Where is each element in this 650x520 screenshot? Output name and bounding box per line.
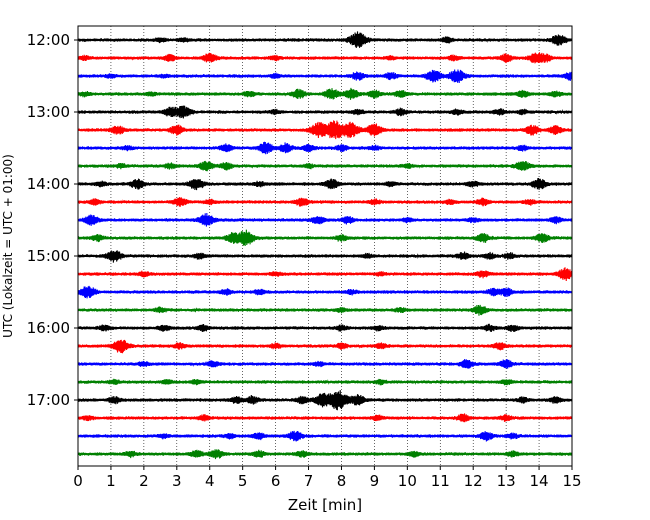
trace-line (77, 359, 573, 369)
x-tick-label: 7 (304, 472, 314, 490)
trace-line (77, 413, 573, 423)
y-axis-ticks: 12:00 13:00 14:00 15:00 16:00 17:00 (27, 31, 78, 409)
x-axis-label: Zeit [min] (288, 496, 362, 514)
x-tick-label: 8 (337, 472, 347, 490)
trace-line (77, 160, 573, 172)
trace-line (77, 250, 573, 263)
x-tick-label: 15 (562, 472, 581, 490)
trace-line (77, 430, 573, 442)
x-tick-label: 4 (205, 472, 215, 490)
y-tick-label: 15:00 (27, 247, 70, 265)
trace-line (77, 197, 573, 208)
trace-line (77, 177, 573, 191)
trace-line (77, 390, 573, 411)
x-tick-label: 11 (431, 472, 450, 490)
plot-background (78, 26, 572, 466)
y-axis-label: UTC (Lokalzeit = UTC + 01:00) (1, 154, 15, 338)
x-tick-label: 3 (172, 472, 182, 490)
x-tick-label: 12 (464, 472, 483, 490)
trace-line (77, 229, 573, 246)
y-tick-label: 14:00 (27, 175, 70, 193)
y-tick-label: 17:00 (27, 391, 70, 409)
trace-line (77, 31, 573, 49)
trace-line (77, 304, 573, 316)
trace-line (77, 212, 573, 227)
x-tick-label: 14 (530, 472, 549, 490)
traces (77, 31, 573, 460)
plot-frame (77, 25, 573, 467)
trace-line (77, 69, 573, 83)
trace-line (77, 120, 573, 140)
trace-line (77, 285, 573, 299)
x-tick-label: 10 (398, 472, 417, 490)
x-tick-label: 0 (73, 472, 83, 490)
x-axis-ticks: 0 1 2 3 4 5 6 7 8 9 10 11 12 13 14 15 (73, 466, 582, 490)
trace-line (77, 449, 573, 460)
y-tick-label: 16:00 (27, 319, 70, 337)
trace-line (77, 267, 573, 282)
trace-line (77, 141, 573, 155)
trace-line (77, 87, 573, 100)
y-tick-label: 13:00 (27, 103, 70, 121)
x-tick-label: 1 (106, 472, 116, 490)
y-tick-label: 12:00 (27, 31, 70, 49)
x-tick-label: 5 (238, 472, 248, 490)
x-tick-label: 6 (271, 472, 281, 490)
trace-line (77, 339, 573, 354)
x-tick-label: 13 (497, 472, 516, 490)
trace-line (77, 105, 573, 119)
x-tick-label: 9 (370, 472, 380, 490)
trace-line (77, 323, 573, 333)
grid-lines (110, 26, 540, 466)
x-tick-label: 2 (139, 472, 149, 490)
trace-line (77, 378, 573, 386)
trace-line (77, 52, 573, 64)
